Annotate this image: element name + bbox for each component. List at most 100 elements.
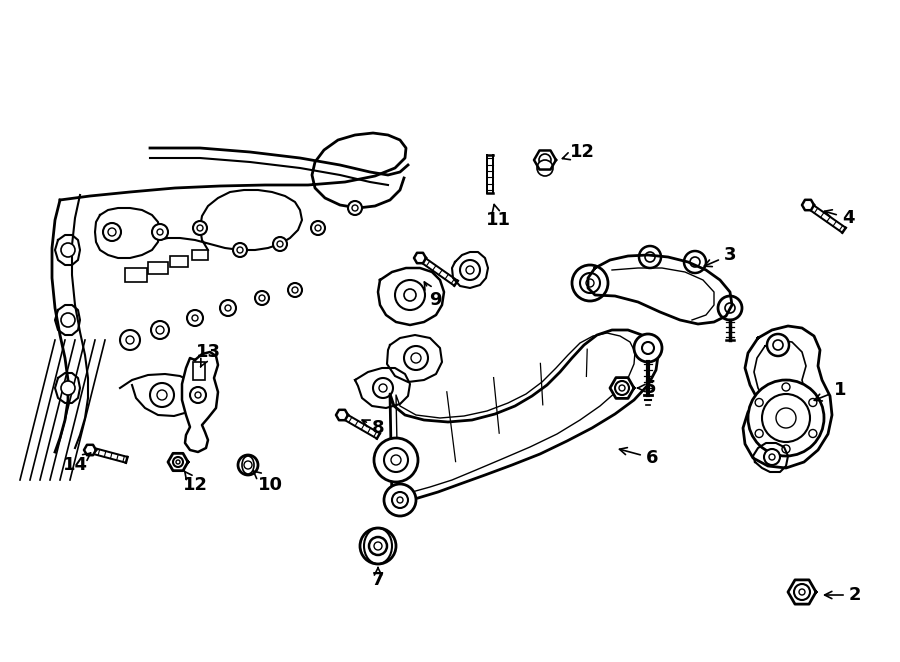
- Bar: [170, 256, 188, 267]
- Circle shape: [233, 243, 247, 257]
- Circle shape: [374, 438, 418, 482]
- Bar: [192, 250, 208, 260]
- Circle shape: [151, 321, 169, 339]
- Circle shape: [537, 160, 553, 176]
- Circle shape: [639, 246, 661, 268]
- Circle shape: [374, 542, 382, 550]
- Circle shape: [725, 303, 735, 313]
- Circle shape: [615, 381, 629, 395]
- Circle shape: [195, 392, 201, 398]
- Circle shape: [764, 449, 780, 465]
- Circle shape: [776, 408, 796, 428]
- Text: 10: 10: [253, 471, 283, 494]
- Circle shape: [255, 291, 269, 305]
- Circle shape: [292, 287, 298, 293]
- Circle shape: [634, 334, 662, 362]
- Circle shape: [748, 380, 824, 456]
- Polygon shape: [336, 410, 348, 420]
- Circle shape: [220, 300, 236, 316]
- Circle shape: [244, 461, 252, 469]
- Circle shape: [392, 492, 408, 508]
- Circle shape: [762, 394, 810, 442]
- Text: 2: 2: [824, 586, 861, 604]
- Circle shape: [782, 445, 790, 453]
- Circle shape: [152, 224, 168, 240]
- Circle shape: [645, 252, 655, 262]
- Polygon shape: [84, 445, 96, 455]
- Circle shape: [157, 229, 163, 235]
- Text: 8: 8: [362, 419, 384, 437]
- Circle shape: [192, 315, 198, 321]
- Circle shape: [809, 399, 817, 406]
- Text: 11: 11: [485, 205, 510, 229]
- Circle shape: [193, 221, 207, 235]
- Circle shape: [259, 295, 265, 301]
- Text: 12: 12: [183, 471, 208, 494]
- Circle shape: [373, 378, 393, 398]
- Circle shape: [379, 384, 387, 392]
- Circle shape: [273, 237, 287, 251]
- Circle shape: [782, 383, 790, 391]
- Circle shape: [572, 265, 608, 301]
- Circle shape: [238, 455, 258, 475]
- Polygon shape: [788, 580, 816, 604]
- Circle shape: [225, 305, 231, 311]
- Bar: [193, 362, 205, 380]
- Text: 9: 9: [425, 282, 441, 309]
- Circle shape: [108, 228, 116, 236]
- Circle shape: [586, 279, 594, 287]
- Circle shape: [187, 310, 203, 326]
- Circle shape: [277, 241, 283, 247]
- Circle shape: [755, 430, 763, 438]
- Circle shape: [157, 390, 167, 400]
- Circle shape: [61, 313, 75, 327]
- Circle shape: [369, 537, 387, 555]
- Polygon shape: [588, 255, 732, 324]
- Circle shape: [642, 342, 654, 354]
- Text: 7: 7: [372, 567, 384, 589]
- Circle shape: [384, 484, 416, 516]
- Circle shape: [352, 205, 358, 211]
- Circle shape: [126, 336, 134, 344]
- Circle shape: [466, 266, 474, 274]
- Circle shape: [395, 280, 425, 310]
- Text: 13: 13: [195, 343, 220, 367]
- Polygon shape: [168, 453, 188, 471]
- Circle shape: [773, 340, 783, 350]
- Circle shape: [103, 223, 121, 241]
- Circle shape: [190, 387, 206, 403]
- Circle shape: [755, 399, 763, 406]
- Circle shape: [684, 251, 706, 273]
- Polygon shape: [610, 377, 634, 399]
- Circle shape: [61, 381, 75, 395]
- Circle shape: [173, 457, 183, 467]
- Circle shape: [197, 225, 203, 231]
- Circle shape: [690, 257, 700, 267]
- Polygon shape: [534, 150, 556, 169]
- Circle shape: [391, 455, 401, 465]
- Polygon shape: [414, 253, 426, 263]
- Bar: [148, 262, 168, 274]
- Circle shape: [539, 154, 551, 166]
- Bar: [125, 268, 147, 282]
- Text: 12: 12: [562, 143, 595, 161]
- Circle shape: [288, 283, 302, 297]
- Circle shape: [809, 430, 817, 438]
- Circle shape: [794, 584, 810, 600]
- Circle shape: [176, 460, 180, 464]
- Circle shape: [799, 589, 805, 595]
- Circle shape: [619, 385, 625, 391]
- Text: 14: 14: [62, 453, 91, 474]
- Circle shape: [120, 330, 140, 350]
- Circle shape: [156, 326, 164, 334]
- Circle shape: [237, 247, 243, 253]
- Circle shape: [311, 221, 325, 235]
- Circle shape: [315, 225, 321, 231]
- Circle shape: [404, 346, 428, 370]
- Text: 5: 5: [637, 379, 656, 397]
- Circle shape: [767, 334, 789, 356]
- Circle shape: [397, 497, 403, 503]
- Circle shape: [384, 448, 408, 472]
- Circle shape: [348, 201, 362, 215]
- Circle shape: [580, 273, 600, 293]
